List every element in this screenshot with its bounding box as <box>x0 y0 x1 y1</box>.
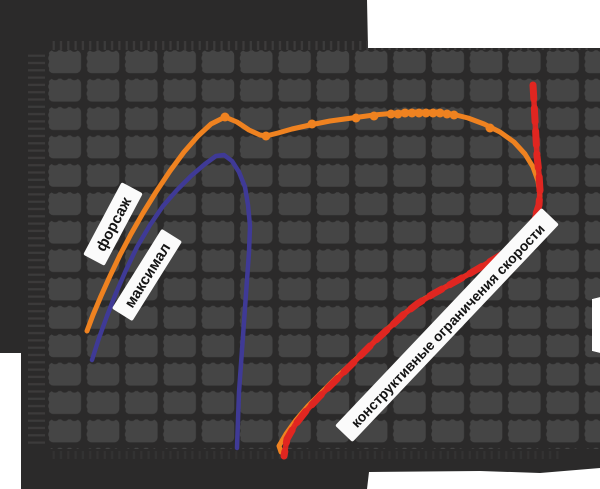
afterburner-envelope-marker <box>220 112 230 122</box>
afterburner-envelope-marker <box>307 119 317 129</box>
bottom-axis-tick-marks <box>50 451 562 459</box>
curves-layer <box>84 81 544 460</box>
label-structural-limit-strip <box>335 208 559 442</box>
series-military-power-envelope <box>89 152 253 451</box>
afterburner-envelope-marker <box>442 109 452 119</box>
series-structural-speed-limit <box>280 81 544 460</box>
label-afterburner-strip <box>83 182 143 266</box>
afterburner-envelope-marker <box>369 111 379 121</box>
top-axis-tick-marks <box>50 41 592 50</box>
afterburner-envelope-marker <box>435 108 445 118</box>
left-axis-tick-marks <box>28 52 45 444</box>
military-power-envelope-path <box>89 152 253 451</box>
afterburner-envelope-marker <box>421 108 431 118</box>
label-military-power-strip <box>112 229 182 321</box>
afterburner-envelope-marker <box>386 109 396 119</box>
afterburner-envelope-marker <box>400 108 410 118</box>
afterburner-envelope-marker <box>485 123 495 133</box>
afterburner-envelope-marker <box>393 109 403 119</box>
afterburner-envelope-marker <box>449 110 459 120</box>
afterburner-envelope-marker <box>261 131 271 141</box>
afterburner-envelope-marker <box>351 113 361 123</box>
afterburner-envelope-marker <box>414 108 424 118</box>
afterburner-envelope-marker <box>428 108 438 118</box>
afterburner-envelope-marker <box>407 108 417 118</box>
structural-speed-limit-path-scribble <box>281 82 543 459</box>
